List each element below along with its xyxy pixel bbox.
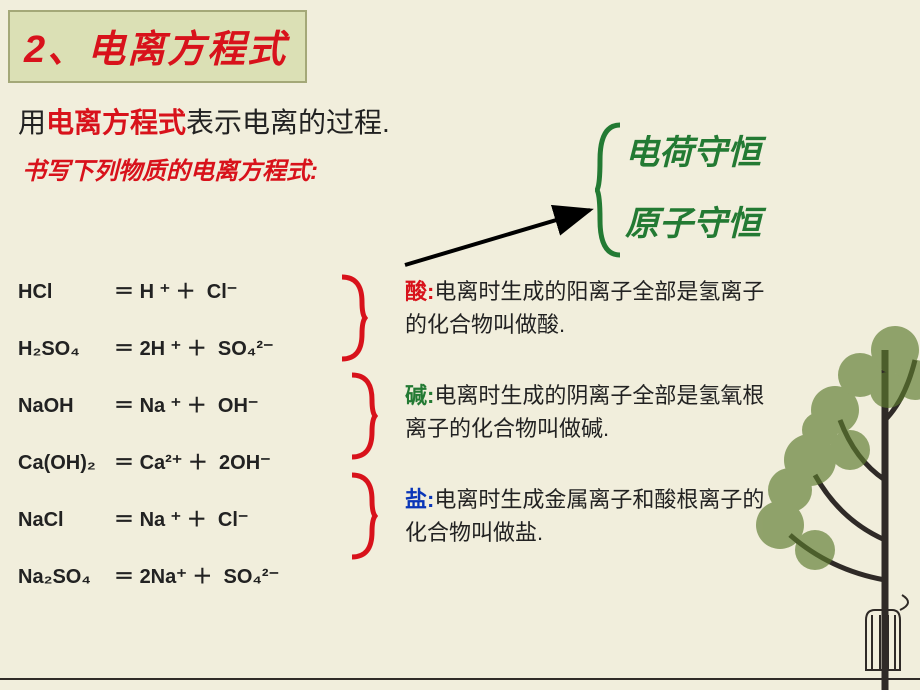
subtitle: 书写下列物质的电离方程式: — [22, 151, 920, 186]
equation-list: HCl＝ H ⁺ ＋ Cl⁻ H₂SO₄＝ 2H ⁺ ＋ SO₄²⁻ NaOH＝… — [18, 275, 279, 617]
title-box: 2、电离方程式 — [8, 10, 307, 83]
intro-emphasis: 电离方程式 — [46, 101, 186, 141]
law-atom: 原子守恒 — [625, 196, 761, 245]
equation-h2so4: H₂SO₄＝ 2H ⁺ ＋ SO₄²⁻ — [18, 332, 279, 361]
equation-caoh2: Ca(OH)₂＝ Ca²⁺ ＋ 2OH⁻ — [18, 446, 279, 475]
bracket-salt-icon — [348, 470, 378, 562]
bracket-base-icon — [348, 370, 378, 462]
law-charge: 电荷守恒 — [625, 125, 761, 174]
page-title: 2、电离方程式 — [24, 29, 287, 71]
bracket-acid-icon — [338, 272, 368, 364]
tree-decoration-icon — [720, 310, 920, 690]
equation-na2so4: Na₂SO₄＝ 2Na⁺ ＋ SO₄²⁻ — [18, 560, 279, 589]
equation-naoh: NaOH＝ Na ⁺ ＋ OH⁻ — [18, 389, 279, 418]
equation-hcl: HCl＝ H ⁺ ＋ Cl⁻ — [18, 275, 279, 304]
arrow-icon — [400, 205, 600, 275]
acid-text: 电离时生成的阳离子全部是氢离子的化合物叫做酸. — [405, 279, 764, 337]
equation-nacl: NaCl＝ Na ⁺ ＋ Cl⁻ — [18, 503, 279, 532]
salt-label: 盐: — [405, 487, 434, 512]
base-text: 电离时生成的阴离子全部是氢氧根离子的化合物叫做碱. — [405, 383, 764, 441]
acid-label: 酸: — [405, 279, 434, 304]
ground-line — [0, 678, 920, 680]
intro-line: 用 电离方程式 表示电离的过程. — [18, 101, 920, 141]
base-label: 碱: — [405, 383, 434, 408]
conservation-laws: 电荷守恒 原子守恒 — [625, 125, 761, 267]
intro-suffix: 表示电离的过程. — [186, 101, 390, 141]
intro-prefix: 用 — [18, 101, 46, 141]
salt-text: 电离时生成金属离子和酸根离子的化合物叫做盐. — [405, 487, 764, 545]
